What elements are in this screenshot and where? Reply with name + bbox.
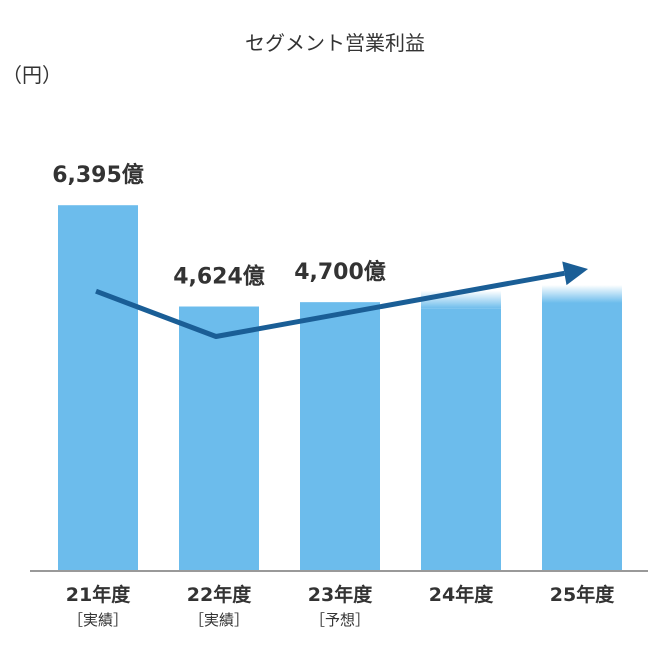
value-labels-layer: 6,395億 4,624億 4,700億	[52, 162, 386, 289]
tick-labels-layer: 21年度 ［実績］ 22年度 ［実績］ 23年度 ［予想］ 24年度 25年度	[66, 583, 615, 629]
bar	[542, 303, 622, 571]
bar	[58, 205, 138, 571]
tick-label: 25年度	[550, 583, 615, 606]
tick-label: 22年度	[187, 583, 252, 606]
value-label: 6,395億	[52, 162, 144, 188]
bars-layer	[58, 205, 622, 571]
chart-title: セグメント営業利益	[245, 31, 425, 55]
value-label: 4,624億	[173, 264, 265, 290]
value-label: 4,700億	[294, 259, 386, 285]
bar	[421, 308, 501, 571]
tick-label: 21年度	[66, 583, 131, 606]
tick-label: 23年度	[308, 583, 373, 606]
bar-fade	[542, 285, 622, 303]
unit-label: （円）	[2, 63, 62, 87]
tick-sublabel: ［予想］	[310, 611, 370, 629]
trend-arrow-line	[95, 270, 565, 340]
bar	[300, 302, 380, 571]
tick-sublabel: ［実績］	[68, 611, 128, 629]
tick-sublabel: ［実績］	[189, 611, 249, 629]
bar	[179, 306, 259, 571]
trend-arrow-head	[562, 261, 588, 286]
trend-arrow	[95, 261, 588, 340]
tick-label: 24年度	[429, 583, 494, 606]
